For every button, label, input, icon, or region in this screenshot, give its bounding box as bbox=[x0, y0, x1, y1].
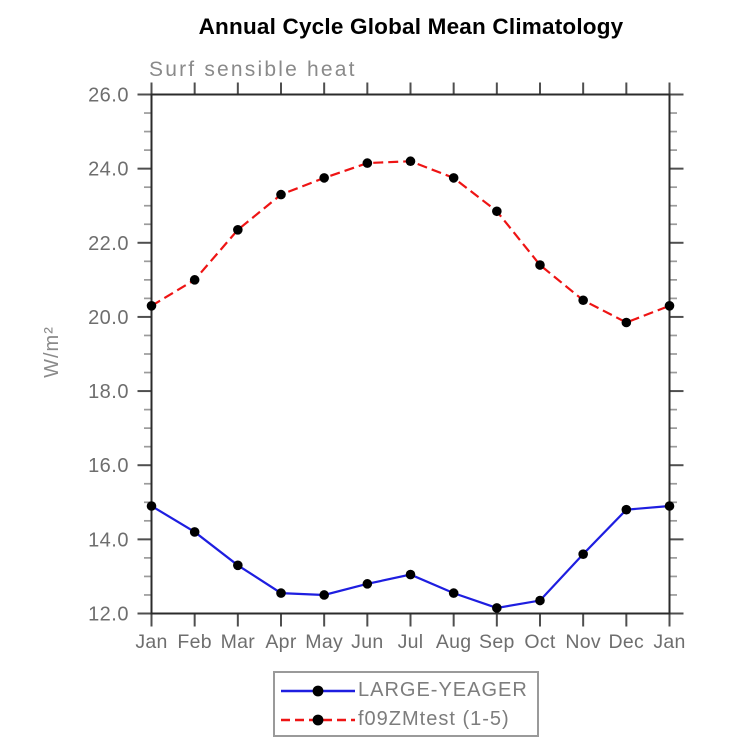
x-tick-label: Nov bbox=[565, 631, 601, 653]
y-tick-label: 20.0 bbox=[88, 307, 129, 329]
plot-frame bbox=[150, 93, 671, 615]
data-point bbox=[621, 504, 632, 515]
legend: LARGE-YEAGER f09ZMtest (1-5) bbox=[273, 671, 539, 737]
data-point bbox=[319, 590, 329, 600]
data-point bbox=[233, 225, 243, 235]
x-tick-label: Jun bbox=[351, 631, 383, 653]
page-title: Annual Cycle Global Mean Climatology bbox=[198, 14, 624, 39]
x-tick-label: Mar bbox=[221, 631, 256, 653]
x-tick-label: Aug bbox=[436, 631, 472, 653]
data-point bbox=[189, 527, 200, 537]
data-point bbox=[362, 579, 373, 589]
legend-marker-dot bbox=[312, 685, 324, 696]
data-point bbox=[578, 549, 588, 559]
data-point bbox=[319, 173, 329, 183]
legend-solid-line-sample bbox=[281, 685, 355, 696]
legend-dashed-line-sample bbox=[281, 714, 355, 725]
x-tick-label: Sep bbox=[479, 631, 515, 653]
x-tick-label: Oct bbox=[524, 631, 556, 653]
data-point bbox=[535, 260, 545, 270]
x-tick-label: Apr bbox=[265, 631, 296, 653]
data-point bbox=[621, 317, 632, 328]
y-tick-label: 14.0 bbox=[88, 529, 129, 551]
data-point bbox=[664, 301, 675, 311]
x-tick-label: Dec bbox=[609, 631, 645, 653]
legend-label: f09ZMtest (1-5) bbox=[358, 708, 510, 730]
y-tick-label: 12.0 bbox=[88, 604, 129, 626]
data-point bbox=[362, 158, 373, 168]
data-point bbox=[146, 501, 157, 511]
data-point bbox=[448, 588, 459, 598]
data-point bbox=[233, 560, 243, 571]
x-tick-label: Feb bbox=[177, 631, 212, 653]
data-point bbox=[276, 588, 286, 598]
legend-item-f09zmtest: f09ZMtest (1-5) bbox=[275, 705, 537, 734]
series-line-large-yeager bbox=[150, 504, 670, 610]
data-point bbox=[146, 301, 157, 311]
y-tick-label: 26.0 bbox=[88, 85, 129, 107]
data-point bbox=[492, 206, 502, 217]
y-tick-label: 18.0 bbox=[88, 381, 129, 403]
y-tick-label: 24.0 bbox=[88, 159, 129, 181]
data-point bbox=[448, 173, 459, 183]
plot-subtitle: Surf sensible heat bbox=[149, 58, 357, 81]
y-tick-label: 22.0 bbox=[88, 233, 129, 255]
data-point bbox=[189, 275, 200, 285]
data-point bbox=[492, 603, 502, 613]
x-tick-label: Jan bbox=[135, 631, 167, 653]
legend-item-large-yeager: LARGE-YEAGER bbox=[275, 676, 537, 705]
data-point bbox=[535, 595, 545, 606]
data-point bbox=[405, 156, 416, 167]
x-tick-label: May bbox=[305, 631, 343, 653]
y-axis-title: W/m² bbox=[41, 326, 63, 378]
data-point bbox=[578, 295, 588, 306]
data-point bbox=[664, 501, 675, 511]
y-tick-label: 16.0 bbox=[88, 455, 129, 477]
x-tick-label: Jan bbox=[653, 631, 685, 653]
legend-marker-dot bbox=[312, 714, 324, 725]
legend-label: LARGE-YEAGER bbox=[358, 679, 528, 701]
series-line-f09zmtest-1-5- bbox=[150, 160, 670, 324]
data-point bbox=[276, 189, 286, 200]
data-point bbox=[405, 569, 416, 580]
x-tick-label: Jul bbox=[398, 631, 424, 653]
